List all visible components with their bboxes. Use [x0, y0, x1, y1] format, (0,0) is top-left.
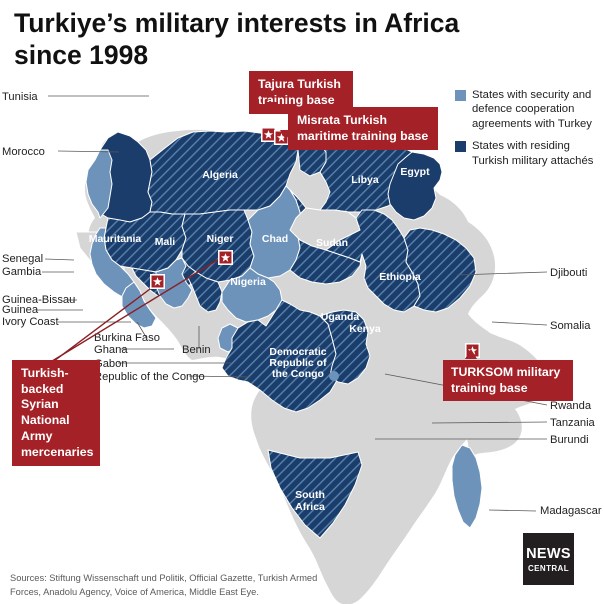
svg-text:Chad: Chad: [262, 233, 288, 245]
svg-text:South: South: [295, 489, 325, 501]
svg-text:Nigeria: Nigeria: [230, 276, 266, 288]
svg-text:Mauritania: Mauritania: [89, 233, 142, 245]
svg-text:Uganda: Uganda: [321, 311, 360, 323]
svg-text:Africa: Africa: [295, 501, 325, 513]
svg-text:Algeria: Algeria: [202, 169, 238, 181]
svg-text:Sudan: Sudan: [316, 237, 348, 249]
svg-text:Niger: Niger: [207, 233, 234, 245]
svg-text:Mali: Mali: [155, 236, 176, 248]
svg-text:Kenya: Kenya: [349, 323, 381, 335]
svg-text:Egypt: Egypt: [400, 166, 430, 178]
svg-text:Ethiopia: Ethiopia: [379, 271, 421, 283]
svg-text:Libya: Libya: [351, 174, 379, 186]
svg-text:the Congo: the Congo: [272, 368, 324, 380]
